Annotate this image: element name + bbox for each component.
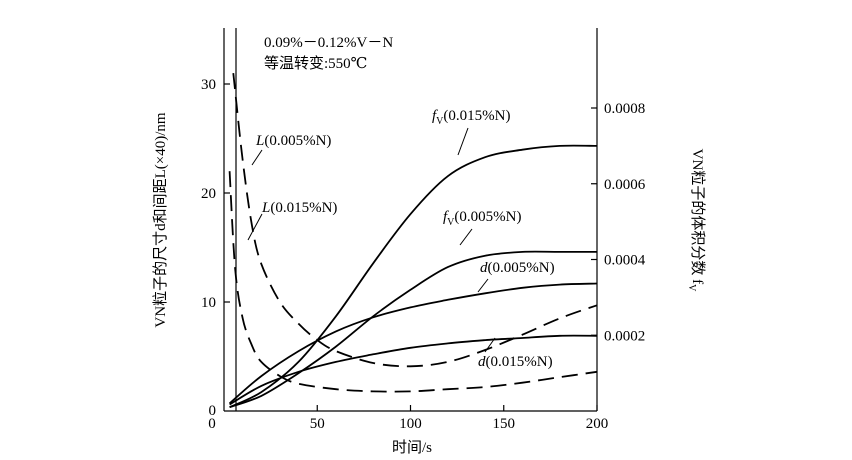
y-right-tick-label: 0.0006	[604, 177, 646, 193]
y-axis-label-left: VN粒子的尺寸d和间距L(×40)/nm	[152, 112, 169, 327]
y-right-tick-label: 0.0002	[604, 328, 645, 344]
label-rest: (0.015%N)	[486, 354, 553, 370]
series-l-0015n-label: L(0.015%N)	[261, 200, 337, 216]
series-l-0015n	[228, 171, 598, 393]
y-right-tick-label: 0.0008	[604, 101, 645, 117]
annotation-composition: 0.09%－0.12%V－N	[264, 35, 393, 51]
x-tick-label: 50	[310, 416, 325, 432]
series-d-0015n-label: d(0.015%N)	[478, 354, 553, 370]
y-axis-label-right: VN粒子的体积分数 fV	[686, 149, 706, 292]
series-curves	[228, 73, 598, 409]
series-l-0005n-label: L(0.005%N)	[255, 133, 331, 149]
annotation-transformation: 等温转变:550℃	[264, 54, 367, 72]
series-l-0015n-leader	[247, 213, 263, 241]
x-tick-label: 200	[586, 416, 609, 432]
series-fv-0015n	[229, 144, 598, 409]
y-left-tick-label: 30	[201, 77, 216, 93]
label-rest: (0.005%N)	[454, 209, 521, 225]
tick-marks: 0 50 100 150 200 0 10 20 30 0.0002 0.0004 0.0006 0.0…	[201, 77, 646, 432]
x-tick-label: 0	[208, 416, 216, 432]
y-right-tick-label: 0.0004	[604, 253, 646, 269]
series-d-0005n-leader	[477, 278, 489, 293]
label-rest: (0.005%N)	[488, 260, 555, 276]
x-axis-label: 时间/s	[392, 439, 432, 456]
label-main: L	[255, 133, 264, 149]
series-fv-0015n-label: fV(0.015%N)	[432, 108, 510, 127]
series-l-0005n	[232, 73, 598, 368]
series-fv-0005n-leader	[459, 228, 473, 246]
series-fv-0005n-label: fV(0.005%N)	[443, 209, 521, 228]
y-left-tick-label: 10	[201, 295, 216, 311]
y-axis-label-right-sub: V	[686, 284, 697, 292]
label-rest: (0.015%N)	[443, 108, 510, 124]
x-tick-label: 100	[399, 416, 422, 432]
series-d-0015n-leader	[484, 337, 496, 353]
label-main: d	[480, 260, 488, 276]
label-rest: (0.015%N)	[270, 200, 337, 216]
y-axis-label-right-main: VN粒子的体积分数 f	[689, 149, 706, 284]
y-left-tick-label: 20	[201, 186, 216, 202]
label-main: d	[478, 354, 486, 370]
series-d-0005n-label: d(0.005%N)	[480, 260, 555, 276]
series-d-0015n	[229, 334, 598, 406]
label-main: L	[261, 200, 270, 216]
label-rest: (0.005%N)	[264, 133, 331, 149]
y-left-tick-label: 0	[209, 403, 217, 419]
label-sub: V	[447, 217, 455, 228]
plot-area: 0 50 100 150 200 0 10 20 30 0.0002 0.0004 0.0006 0.0…	[201, 28, 646, 432]
series-d-0005n	[229, 282, 598, 405]
label-main: f	[432, 108, 438, 124]
series-labels: fV(0.015%N)fV(0.005%N)d(0.005%N)d(0.015%…	[255, 108, 555, 370]
label-sub: V	[436, 116, 444, 127]
series-l-0005n-leader	[251, 149, 263, 166]
label-main: f	[443, 209, 449, 225]
series-fv-0015n-leader	[457, 127, 469, 156]
label-leader-lines	[247, 127, 496, 353]
x-tick-label: 150	[493, 416, 516, 432]
